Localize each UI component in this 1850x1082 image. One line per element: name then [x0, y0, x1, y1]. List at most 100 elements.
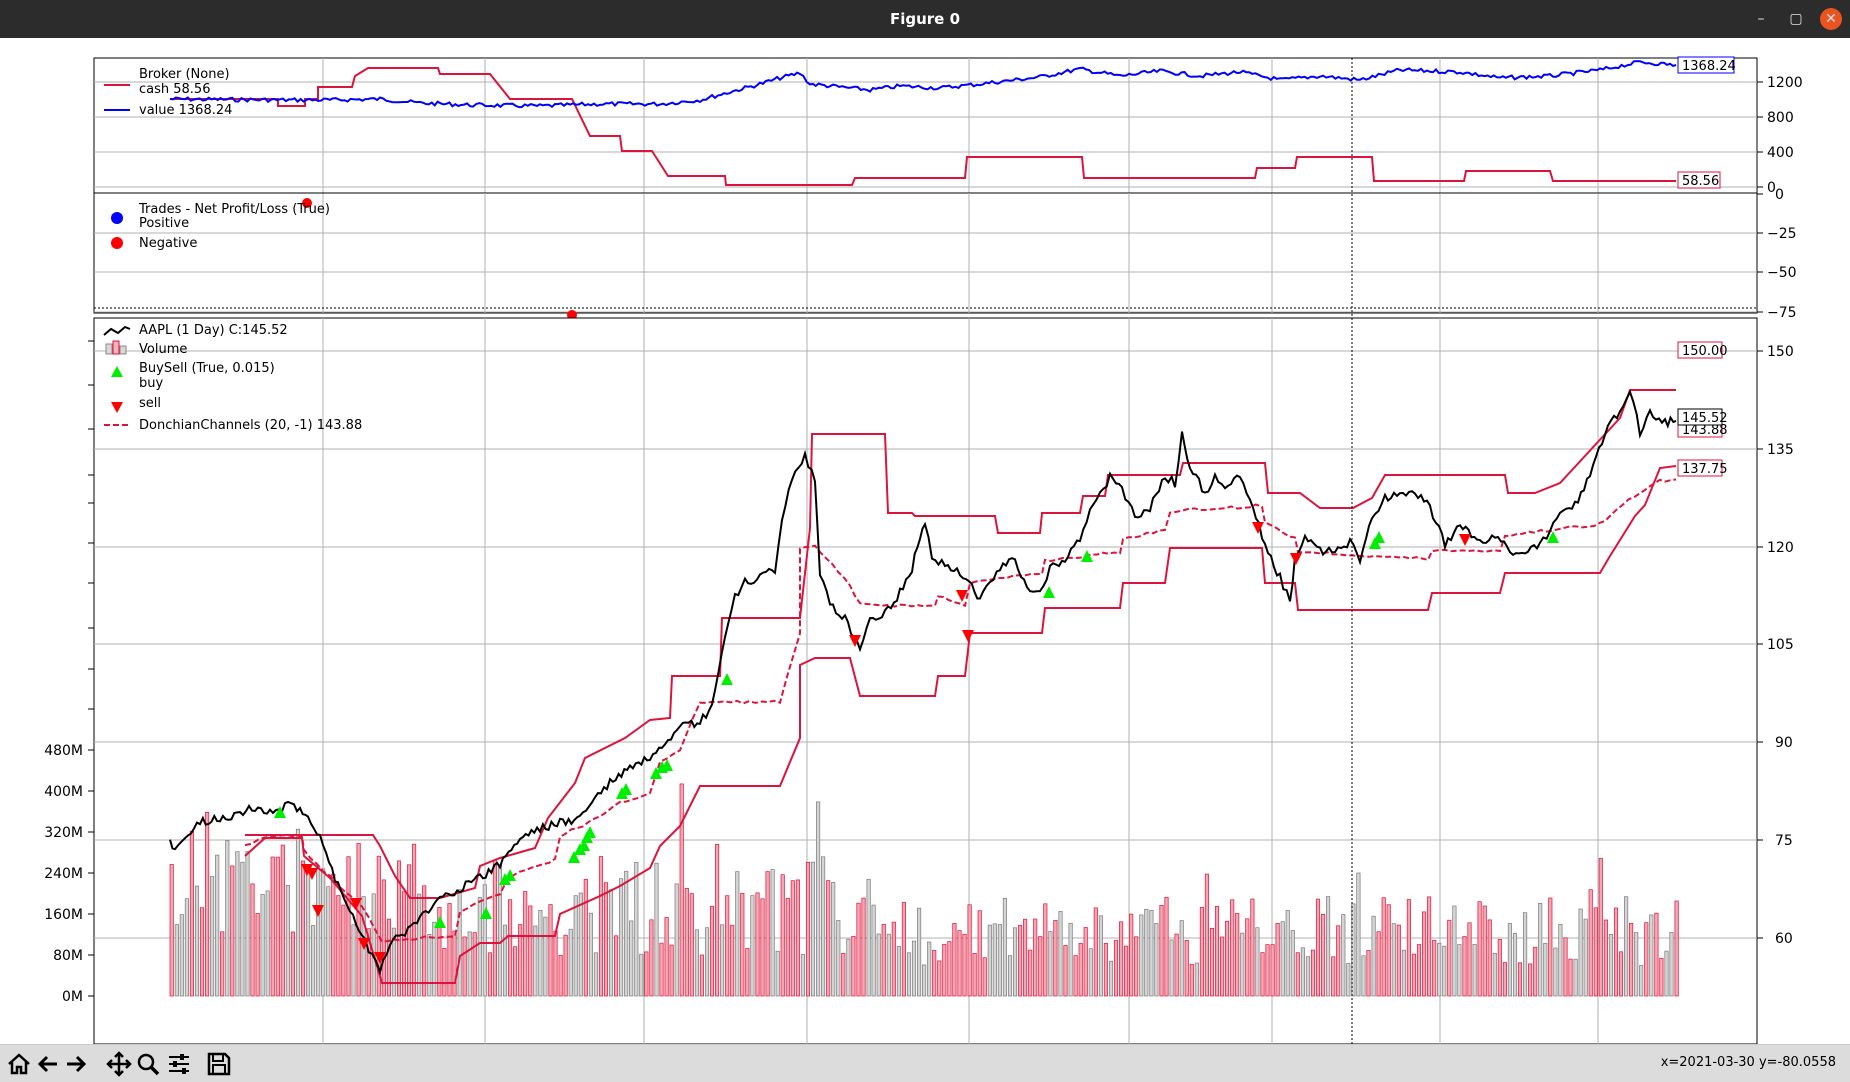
volume-ytick: 240M [44, 866, 83, 882]
price-ytick: 150 [1767, 344, 1794, 360]
volume-bar [558, 954, 563, 997]
volume-bar [169, 864, 174, 997]
volume-bar [1462, 936, 1467, 997]
volume-bar [1558, 923, 1563, 997]
sell-marker [1459, 534, 1471, 546]
volume-bar [215, 854, 220, 997]
sell-marker [306, 868, 318, 880]
trades-legend-title: Trades - Net Profit/Loss (True) [138, 202, 330, 217]
maximize-button[interactable]: ▢ [1789, 11, 1803, 27]
volume-bar [1563, 937, 1568, 997]
volume-bar [1654, 912, 1659, 997]
volume-bar [1194, 962, 1199, 997]
buy-marker [1043, 586, 1055, 598]
volume-bar [300, 860, 306, 997]
volume-bar [528, 905, 533, 997]
volume-bar [1220, 936, 1225, 997]
volume-bar [664, 917, 669, 997]
home-icon[interactable] [6, 1051, 32, 1077]
price-subplot: 150 135 120 105 90 75 60 480M 400M 320M … [44, 58, 1794, 1045]
volume-bar [942, 943, 947, 997]
volume-bar [1427, 896, 1432, 997]
volume-bar [1275, 922, 1280, 997]
volume-bar [901, 902, 906, 997]
donchian-top-tag: 150.00 [1677, 341, 1728, 359]
volume-bar [659, 942, 664, 997]
volume-bar [1240, 932, 1245, 997]
configure-subplots-icon[interactable] [166, 1051, 192, 1077]
volume-bar [523, 891, 528, 997]
volume-bar [1235, 913, 1240, 997]
buy-marker [1547, 531, 1559, 543]
volume-bar [1517, 962, 1523, 997]
broker-legend: Broker (None) cash 58.56 value 1368.24 [104, 67, 232, 118]
volume-bar [194, 885, 200, 997]
volume-bar [1285, 910, 1290, 997]
volume-bar [967, 904, 972, 997]
volume-bar [341, 904, 346, 997]
volume-bar [1321, 913, 1326, 997]
donchian-lower-line [244, 465, 1677, 984]
cash-line [170, 67, 1676, 186]
trades-ytick: 0 [1775, 187, 1784, 203]
sell-marker [350, 898, 362, 910]
volume-bar [1225, 920, 1230, 997]
volume-bar [1260, 952, 1265, 997]
volume-bar [881, 923, 886, 997]
volume-bar [1467, 922, 1472, 997]
volume-bar [800, 953, 805, 997]
volume-bar [1305, 956, 1310, 997]
volume-bar [482, 884, 487, 997]
back-icon[interactable] [35, 1051, 61, 1077]
volume-bar [1472, 943, 1477, 997]
volume-bar [1063, 945, 1068, 997]
volume-bar [1053, 920, 1058, 997]
volume-bar [1336, 925, 1341, 997]
minimize-button[interactable]: – [1757, 11, 1765, 27]
buysell-legend-label: BuySell (True, 0.015) [139, 361, 275, 376]
volume-bar [543, 916, 548, 997]
window-titlebar: Figure 0 – ▢ ✕ [0, 0, 1850, 38]
volume-bar [1310, 949, 1316, 997]
volume-bar [639, 953, 644, 997]
volume-bar [891, 921, 896, 997]
volume-bar [629, 920, 634, 997]
zoom-icon[interactable] [135, 1051, 161, 1077]
volume-bar [1129, 913, 1134, 997]
volume-bar [1093, 907, 1098, 997]
volume-bar [669, 944, 674, 997]
volume-bar [674, 883, 679, 997]
close-button[interactable]: ✕ [1820, 8, 1842, 30]
volume-ytick: 400M [44, 784, 83, 800]
volume-bar [603, 882, 609, 997]
buy-marker [1373, 531, 1385, 543]
volume-bar [785, 898, 790, 997]
volume-bar [704, 927, 710, 997]
forward-icon[interactable] [63, 1051, 89, 1077]
volume-bar [1512, 933, 1518, 997]
volume-bar [588, 912, 593, 997]
backtrader-plot[interactable]: 1200 800 400 0 Broker (None) cash 58.56 … [0, 38, 1850, 1045]
save-icon[interactable] [206, 1051, 232, 1077]
volume-bar [1422, 911, 1427, 997]
volume-bar [1103, 942, 1108, 997]
volume-bar [715, 843, 720, 997]
volume-bar [1629, 922, 1634, 997]
volume-ytick: 160M [44, 907, 83, 923]
volume-bar [1230, 899, 1235, 997]
negative-legend-label: Negative [139, 236, 197, 251]
price-ytick: 135 [1767, 442, 1794, 458]
figure-canvas[interactable]: 1200 800 400 0 Broker (None) cash 58.56 … [0, 38, 1850, 1045]
volume-bar [447, 903, 452, 997]
sell-marker [849, 635, 861, 647]
volume-bar [189, 830, 194, 997]
volume-bar [1119, 921, 1124, 997]
volume-bar [487, 952, 492, 997]
volume-bar [1199, 907, 1204, 997]
volume-bar [760, 898, 765, 997]
pan-icon[interactable] [106, 1051, 132, 1077]
price-ytick: 120 [1767, 540, 1794, 556]
volume-bar [730, 924, 735, 997]
volume-bar [1401, 949, 1406, 997]
volume-bar [1346, 963, 1351, 997]
